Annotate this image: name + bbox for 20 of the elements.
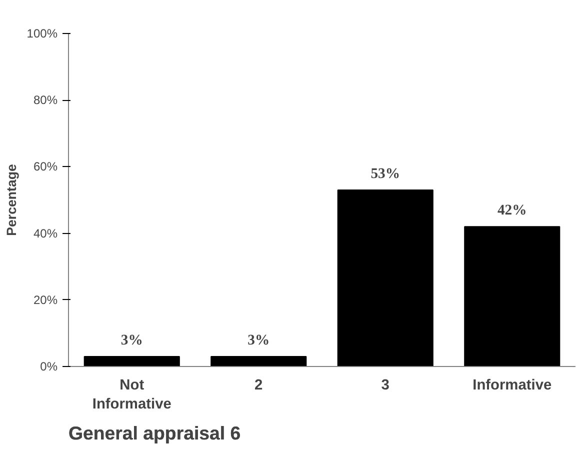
x-tick-label: 3 — [381, 378, 390, 394]
bar — [210, 356, 307, 366]
bar — [464, 226, 560, 366]
data-label: 42% — [497, 202, 527, 219]
data-label: 53% — [370, 166, 400, 182]
data-label: 3% — [248, 332, 270, 349]
bar — [337, 190, 434, 366]
x-tick-label: Informative — [472, 378, 552, 394]
x-tick-label: Not Informative — [92, 378, 172, 413]
y-tick-label: 80% — [33, 93, 58, 108]
bar — [84, 356, 180, 366]
text: General appraisal 6 — [68, 422, 241, 444]
data-label: 3% — [120, 332, 143, 349]
y-tick-label: 60% — [33, 160, 58, 174]
y-tick-label: 20% — [33, 292, 58, 307]
y-tick-label: 100% — [26, 26, 58, 40]
y-tick-label: 40% — [33, 226, 58, 240]
y-axis-title: Percentage — [4, 164, 19, 236]
y-tick-label: 0% — [40, 360, 58, 374]
x-tick-label: 2 — [254, 378, 263, 394]
